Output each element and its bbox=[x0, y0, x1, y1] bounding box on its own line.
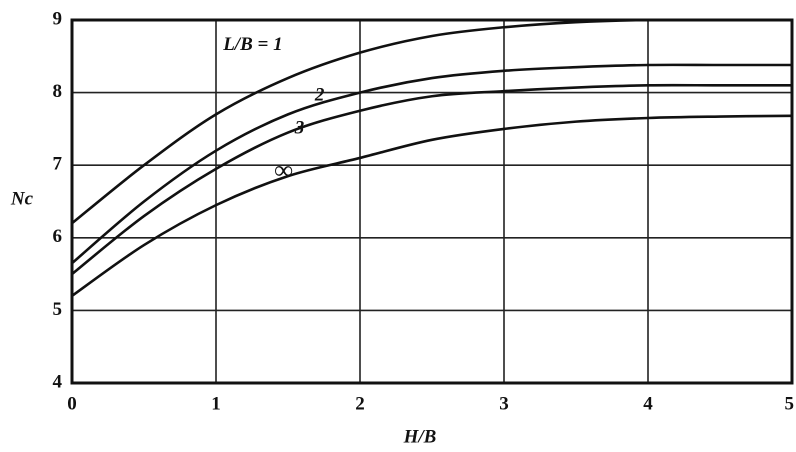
x-tick-label: 5 bbox=[785, 393, 795, 414]
y-tick-label: 4 bbox=[53, 371, 63, 392]
curve bbox=[72, 65, 792, 263]
curve-label: ∞ bbox=[274, 155, 293, 184]
curve-label: L/B = 1 bbox=[222, 34, 282, 55]
y-tick-label: 6 bbox=[53, 226, 63, 247]
x-tick-label: 3 bbox=[499, 393, 509, 414]
curve bbox=[72, 116, 792, 296]
x-tick-label: 2 bbox=[355, 393, 365, 414]
y-tick-label: 5 bbox=[53, 299, 63, 320]
x-tick-label: 0 bbox=[67, 393, 77, 414]
curve bbox=[72, 20, 792, 223]
curve-label: 2 bbox=[314, 85, 325, 106]
curve-label: 3 bbox=[294, 117, 305, 138]
y-tick-label: 7 bbox=[53, 154, 63, 175]
y-tick-label: 9 bbox=[53, 8, 63, 29]
x-tick-label: 1 bbox=[211, 393, 221, 414]
plot-frame bbox=[72, 20, 792, 383]
curve bbox=[72, 85, 792, 274]
y-axis-label: Nc bbox=[10, 188, 34, 209]
x-tick-label: 4 bbox=[643, 393, 653, 414]
chart: H/B Nc 456789012345L/B = 123∞ bbox=[0, 0, 796, 452]
x-axis-label: H/B bbox=[403, 426, 437, 447]
y-tick-label: 8 bbox=[53, 81, 63, 102]
